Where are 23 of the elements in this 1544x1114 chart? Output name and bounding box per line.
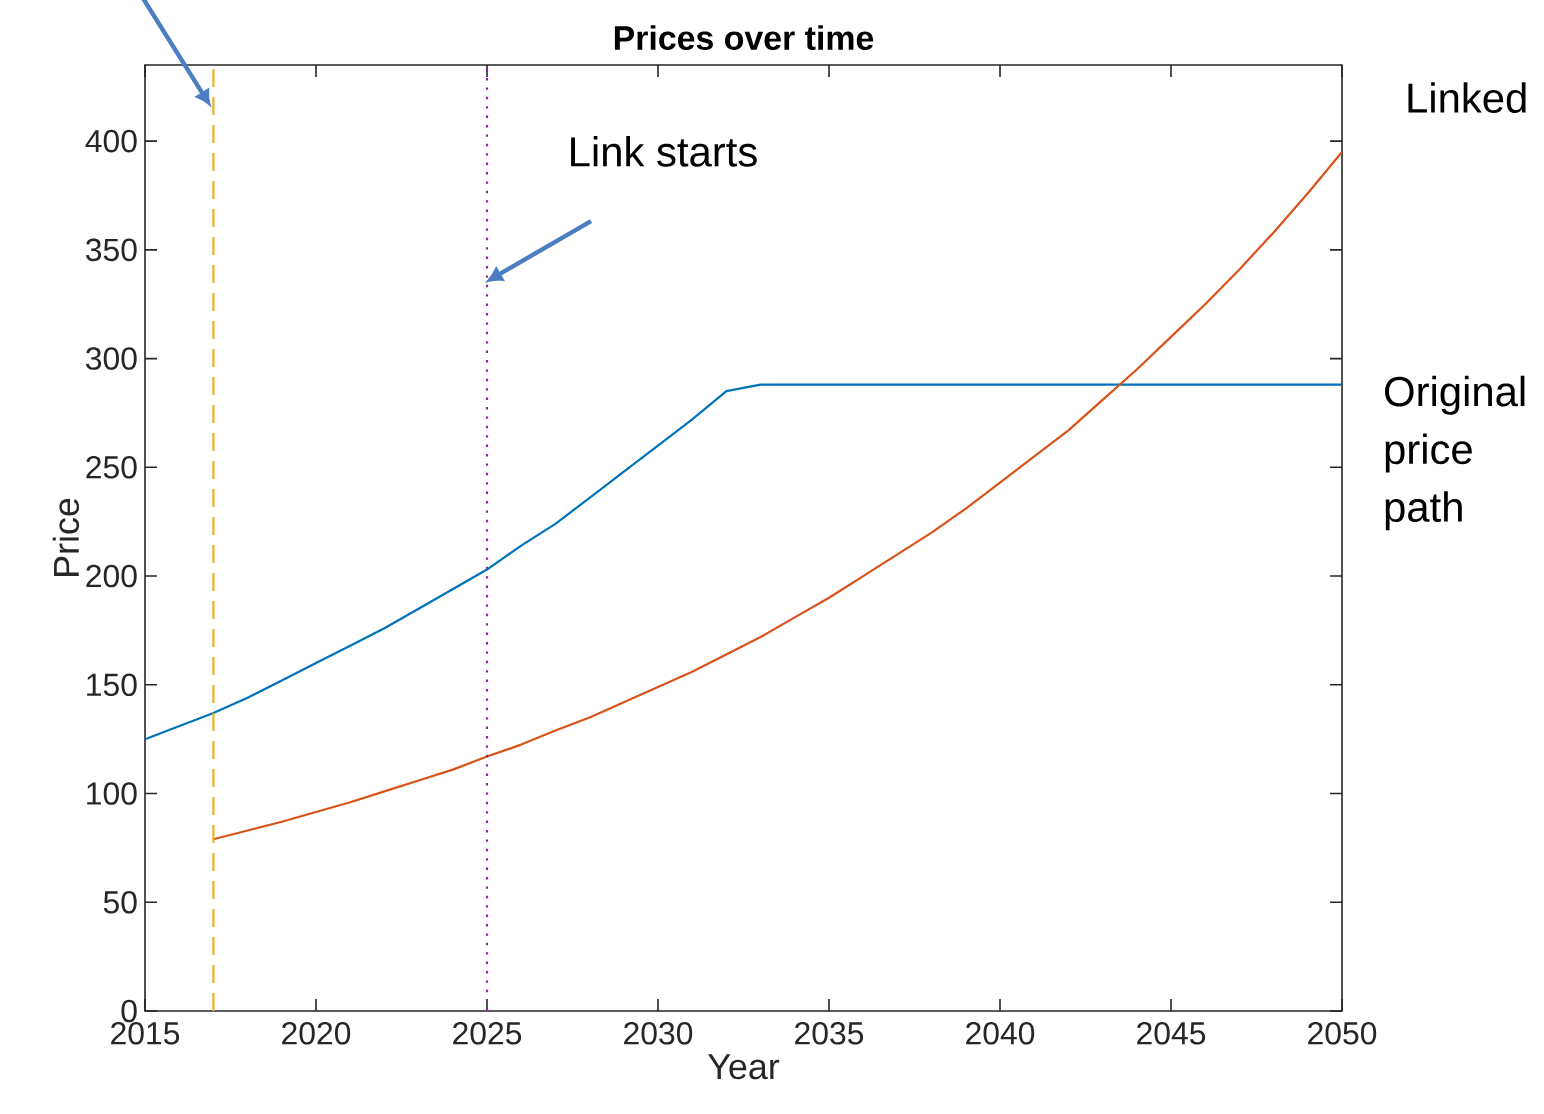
x-tick-label: 2045 bbox=[1137, 1022, 1206, 1045]
x-tick-label: 2040 bbox=[966, 1022, 1035, 1045]
series-label: Original price path bbox=[1385, 375, 1525, 531]
x-tick-label: 2015 bbox=[111, 1022, 180, 1045]
y-tick-label: 300 bbox=[85, 347, 137, 370]
x-tick-label: 2050 bbox=[1308, 1022, 1377, 1045]
y-tick-label: 350 bbox=[85, 238, 137, 262]
y-tick-label: 50 bbox=[103, 890, 137, 914]
ref-line-label: Link starts bbox=[571, 136, 757, 167]
x-tick-label: 2035 bbox=[795, 1022, 864, 1045]
x-axis-title: Year bbox=[708, 1054, 780, 1080]
y-tick-label: 0 bbox=[121, 999, 137, 1023]
y-tick-label: 150 bbox=[87, 673, 137, 697]
chart-title: Prices over time bbox=[614, 25, 874, 51]
y-tick-label: 100 bbox=[87, 782, 137, 805]
y-tick-label: 250 bbox=[86, 456, 137, 479]
x-tick-label: 2025 bbox=[453, 1022, 522, 1045]
series-label: Linked bbox=[1408, 82, 1526, 113]
y-tick-label: 400 bbox=[85, 129, 137, 153]
x-tick-label: 2030 bbox=[624, 1022, 693, 1045]
y-axis-title: Price bbox=[52, 498, 80, 576]
x-tick-label: 2020 bbox=[282, 1022, 351, 1045]
y-tick-label: 200 bbox=[86, 564, 137, 588]
